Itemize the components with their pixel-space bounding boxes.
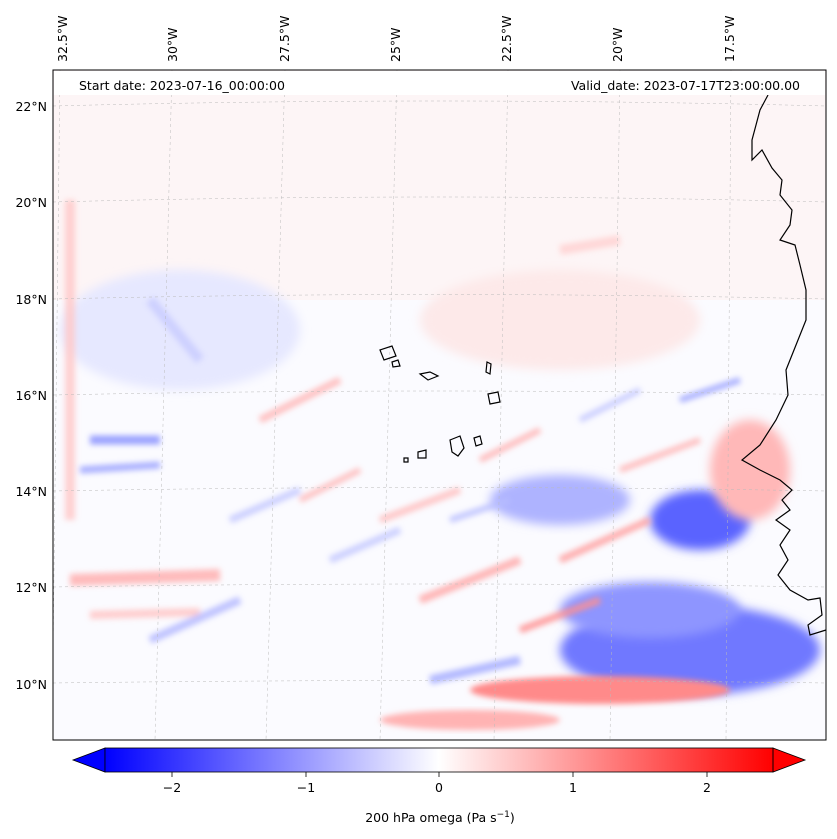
lon-label: 30°W bbox=[165, 27, 180, 62]
island-fogo bbox=[417, 449, 427, 459]
colorbar-tick: 2 bbox=[703, 780, 711, 795]
island-sal bbox=[485, 361, 492, 375]
longitude-labels: 32.5°W 30°W 27.5°W 25°W 22.5°W 20°W 17.5… bbox=[55, 16, 737, 62]
map-panel: Start date: 2023-07-16_00:00:00 Valid_da… bbox=[52, 69, 827, 741]
gridlines bbox=[53, 70, 826, 740]
lat-label: 10°N bbox=[15, 677, 47, 692]
colorbar-tick: −2 bbox=[163, 780, 181, 795]
island-sao-vicente bbox=[391, 359, 401, 368]
colorbar-body bbox=[105, 748, 773, 772]
lon-label: 20°W bbox=[610, 27, 625, 62]
colorbar: −2 −1 0 1 2 200 hPa omega (Pa s−1) bbox=[71, 747, 807, 825]
lon-label: 22.5°W bbox=[499, 16, 514, 62]
colorbar-label: 200 hPa omega (Pa s−1) bbox=[365, 810, 515, 825]
lat-label: 16°N bbox=[15, 388, 47, 403]
valid-date-label: Valid_date: 2023-07-17T23:00:00.00 bbox=[571, 78, 800, 93]
colorbar-max-extend bbox=[772, 747, 807, 773]
island-maio bbox=[473, 435, 483, 447]
latitude-labels: 22°N 20°N 18°N 16°N 14°N 12°N 10°N bbox=[15, 99, 47, 692]
lon-label: 17.5°W bbox=[722, 16, 737, 62]
lat-label: 14°N bbox=[15, 484, 47, 499]
lon-label: 32.5°W bbox=[55, 16, 70, 62]
colorbar-tick: 0 bbox=[435, 780, 443, 795]
lat-label: 20°N bbox=[15, 195, 47, 210]
island-brava bbox=[403, 457, 409, 463]
coastline bbox=[379, 94, 827, 636]
island-boa-vista bbox=[487, 391, 501, 405]
lon-label: 25°W bbox=[388, 27, 403, 62]
colorbar-tick: −1 bbox=[297, 780, 315, 795]
start-date-label: Start date: 2023-07-16_00:00:00 bbox=[79, 78, 285, 93]
map-frame bbox=[52, 69, 827, 741]
lat-label: 12°N bbox=[15, 580, 47, 595]
lat-label: 22°N bbox=[15, 99, 47, 114]
island-santiago bbox=[449, 435, 465, 457]
lat-label: 18°N bbox=[15, 292, 47, 307]
colorbar-min-extend bbox=[71, 747, 106, 773]
colorbar-tick: 1 bbox=[569, 780, 577, 795]
lon-label: 27.5°W bbox=[277, 16, 292, 62]
island-sao-nicolau bbox=[418, 371, 440, 381]
omega-field bbox=[53, 70, 826, 730]
island-santo-antao bbox=[379, 345, 397, 361]
africa-coast bbox=[740, 94, 827, 636]
